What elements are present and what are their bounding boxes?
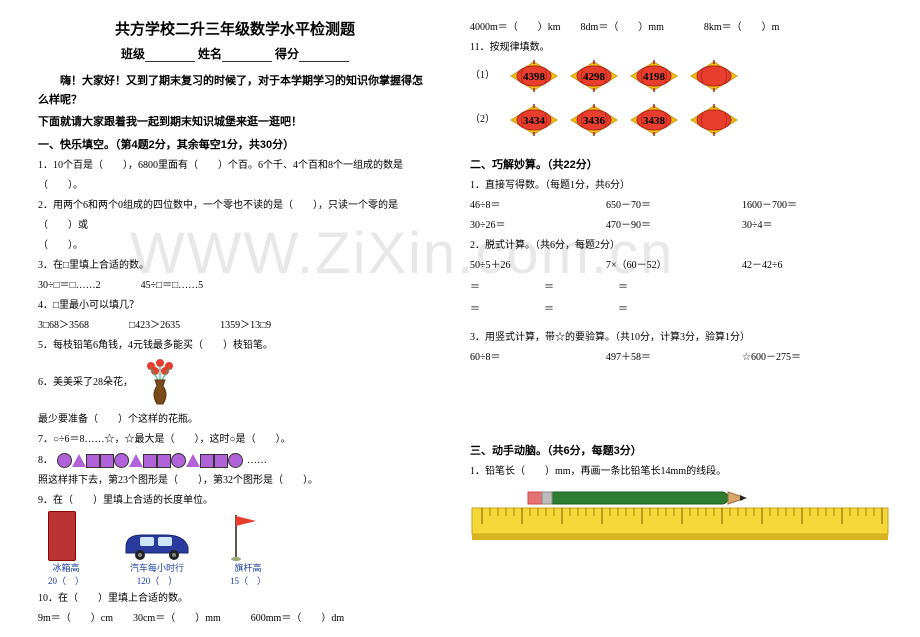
svg-text:4198: 4198: [643, 71, 666, 83]
s3q1: 1．铅笔长（ ）mm，再画一条比铅笔长14mm的线段。: [470, 462, 892, 482]
brick-icon: [48, 511, 76, 561]
subtitle: 班级 姓名 得分: [38, 45, 432, 62]
lantern-icon: 4398: [507, 60, 561, 88]
q7: 7．○÷6＝8……☆，☆最大是（ ），这时○是（ ）。: [38, 430, 432, 450]
c3a: 50÷5＋26: [470, 256, 560, 276]
lantern-icon: 3436: [567, 104, 621, 132]
q11: 11．按规律填数。: [470, 38, 892, 58]
svg-text:3434: 3434: [523, 115, 546, 127]
s2q3: 3．用竖式计算，带☆的要验算。（共10分，计算3分，验算1分）: [470, 328, 892, 348]
lantern-icon: [687, 104, 741, 132]
brick-label-1: 冰箱高: [48, 561, 84, 574]
intro-line-2: 下面就请大家跟着我一起到期末知识城堡来逛一逛吧！: [38, 113, 432, 132]
c2c: 30÷4＝: [742, 216, 832, 236]
eq1a: ＝: [470, 278, 480, 298]
eq1b: ＝: [544, 278, 554, 298]
q3: 3．在□里填上合适的数。: [38, 256, 432, 276]
label-score: 得分: [275, 47, 299, 61]
c4a: 60÷8＝: [470, 348, 560, 368]
brick-object: 冰箱高 20（ ）: [48, 511, 84, 587]
car-icon: [122, 525, 192, 561]
q10: 10．在（ ）里填上合适的数。: [38, 589, 432, 609]
q8: 8．: [38, 451, 53, 471]
c3b: 7×（60－52）: [606, 256, 696, 276]
q2b: （ ）。: [38, 236, 432, 256]
label-name: 姓名: [198, 47, 222, 61]
q11-2: （2）: [470, 110, 495, 130]
q8b: 照这样排下去，第23个图形是（ ），第32个图形是（ ）。: [38, 471, 432, 491]
lantern-row-2: 3434 3436 3438: [507, 104, 741, 132]
shape-pattern: ……: [57, 453, 267, 468]
section-3-heading: 三、动手动脑。（共6分，每题3分）: [470, 442, 892, 458]
eq2c: ＝: [618, 300, 628, 320]
flag-label-1: 旗杆高: [230, 561, 266, 574]
q10a: 9m＝（ ）cm 30cm＝（ ）mm 600mm＝（ ）dm: [38, 609, 432, 629]
car-object: 汽车每小时行 120（ ）: [122, 525, 192, 587]
ruler-pencil: [470, 488, 892, 543]
car-label-2: 120（ ）: [122, 574, 192, 587]
q5: 5．每枝铅笔6角钱，4元钱最多能买（ ）枝铅笔。: [38, 336, 432, 356]
flag-object: 旗杆高 15（ ）: [230, 513, 266, 587]
c1c: 1600－700＝: [742, 196, 832, 216]
car-label-1: 汽车每小时行: [122, 561, 192, 574]
c3c: 42－42÷6: [742, 256, 832, 276]
flag-label-2: 15（ ）: [230, 574, 266, 587]
brick-label-2: 20（ ）: [48, 574, 84, 587]
pattern-dots: ……: [247, 455, 267, 466]
vase-icon: [141, 358, 179, 408]
c2a: 30÷26＝: [470, 216, 560, 236]
lantern-icon: 3434: [507, 104, 561, 132]
lantern-icon: 4198: [627, 60, 681, 88]
q3a: 30÷□＝□……2 45÷□＝□……5: [38, 276, 432, 296]
flag-icon: [230, 513, 260, 561]
q9: 9．在（ ）里填上合适的长度单位。: [38, 491, 432, 511]
lantern-icon: 3438: [627, 104, 681, 132]
lantern-icon: 4298: [567, 60, 621, 88]
q6: 6．美美采了28朵花，: [38, 373, 133, 393]
svg-text:3436: 3436: [583, 115, 606, 127]
q10b: 4000m＝（ ）km 8dm＝（ ）mm 8km＝（ ）m: [470, 18, 892, 38]
svg-text:4398: 4398: [523, 71, 546, 83]
intro-line-1: 嗨！大家好！又到了期末复习的时候了，对于本学期学习的知识你掌握得怎么样呢？: [38, 72, 432, 109]
c1b: 650－70＝: [606, 196, 696, 216]
svg-text:3438: 3438: [643, 115, 666, 127]
q1: 1．10个百是（ ），6800里面有（ ）个百。6个千、4个百和8个一组成的数是…: [38, 156, 432, 196]
lantern-icon: [687, 60, 741, 88]
c2b: 470－90＝: [606, 216, 696, 236]
lantern-row-1: 4398 4298 4198: [507, 60, 741, 88]
svg-text:4298: 4298: [583, 71, 606, 83]
section-1-heading: 一、快乐填空。（第4题2分，其余每空1分，共30分）: [38, 136, 432, 152]
label-class: 班级: [121, 47, 145, 61]
s2q2: 2．脱式计算。（共6分，每题2分）: [470, 236, 892, 256]
q11-1: （1）: [470, 66, 495, 86]
eq2b: ＝: [544, 300, 554, 320]
eq2a: ＝: [470, 300, 480, 320]
s2q1: 1．直接写得数。（每题1分，共6分）: [470, 176, 892, 196]
c4c: ☆600－275＝: [742, 348, 832, 368]
q4a: 3□68＞3568 □423＞2635 1359＞13□9: [38, 316, 432, 336]
q4: 4．□里最小可以填几？: [38, 296, 432, 316]
eq1c: ＝: [618, 278, 628, 298]
c4b: 497＋58＝: [606, 348, 696, 368]
q2: 2．用两个6和两个0组成的四位数中，一个零也不读的是（ ），只读一个零的是（ ）…: [38, 196, 432, 236]
section-2-heading: 二、巧解妙算。（共22分）: [470, 156, 892, 172]
q6b: 最少要准备（ ）个这样的花瓶。: [38, 410, 432, 430]
c1a: 46÷8＝: [470, 196, 560, 216]
exam-title: 共方学校二升三年级数学水平检测题: [38, 18, 432, 39]
